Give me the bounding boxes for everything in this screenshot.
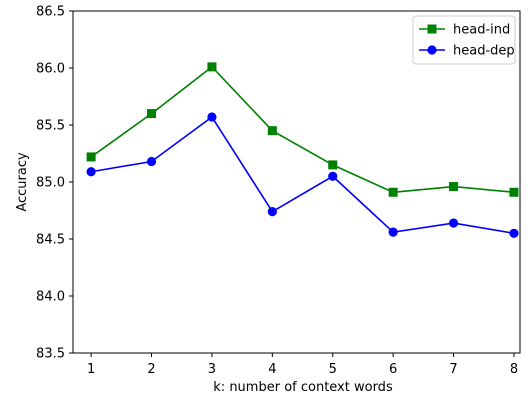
x-tick-label: 1	[87, 362, 95, 377]
data-point-head-ind	[267, 126, 277, 136]
y-tick-label: 83.5	[36, 347, 65, 362]
legend-marker-head-ind	[427, 24, 437, 34]
data-point-head-ind	[86, 152, 96, 162]
data-point-head-ind	[509, 187, 519, 197]
x-tick-label: 3	[208, 362, 216, 377]
legend-box	[412, 15, 516, 65]
data-point-head-dep	[509, 228, 519, 238]
y-tick-label: 86.0	[36, 62, 65, 77]
data-point-head-dep	[267, 207, 277, 217]
y-axis-label: Accuracy	[15, 152, 30, 212]
x-tick-label: 5	[329, 362, 337, 377]
x-tick-label: 7	[449, 362, 457, 377]
legend-label-head-dep: head-dep	[453, 44, 515, 59]
data-point-head-dep	[146, 156, 157, 167]
x-tick-label: 8	[510, 362, 518, 377]
data-point-head-dep	[207, 112, 217, 122]
x-tick-label: 4	[268, 362, 276, 377]
data-point-head-ind	[207, 62, 217, 72]
plot-area	[86, 62, 519, 238]
data-point-head-ind	[388, 187, 398, 197]
data-point-head-dep	[328, 171, 338, 181]
y-tick-label: 86.5	[36, 5, 65, 20]
x-axis-label: k: number of context words	[213, 380, 393, 395]
data-point-head-dep	[388, 227, 398, 237]
y-tick-label: 85.0	[36, 176, 65, 191]
legend-label-head-ind: head-ind	[453, 23, 510, 38]
axes: 1 2 3 4 5 6 7 8 83.5 84.0 84.5 85.0 85.5 86.0 86.5	[36, 5, 521, 377]
data-point-head-ind	[328, 160, 338, 170]
x-tick-label: 2	[147, 362, 155, 377]
data-point-head-ind	[449, 182, 459, 192]
data-point-head-dep	[86, 167, 96, 177]
legend: head-ind head-dep	[412, 15, 516, 65]
data-point-head-dep	[448, 218, 459, 228]
y-tick-label: 85.5	[36, 119, 65, 134]
y-tick-label: 84.5	[36, 233, 65, 248]
x-tick-label: 6	[389, 362, 397, 377]
series-line-head-ind	[90, 65, 515, 194]
series-line-head-dep	[90, 115, 515, 235]
legend-marker-head-dep	[427, 45, 437, 55]
y-tick-label: 84.0	[36, 290, 65, 305]
data-point-head-ind	[147, 109, 157, 119]
